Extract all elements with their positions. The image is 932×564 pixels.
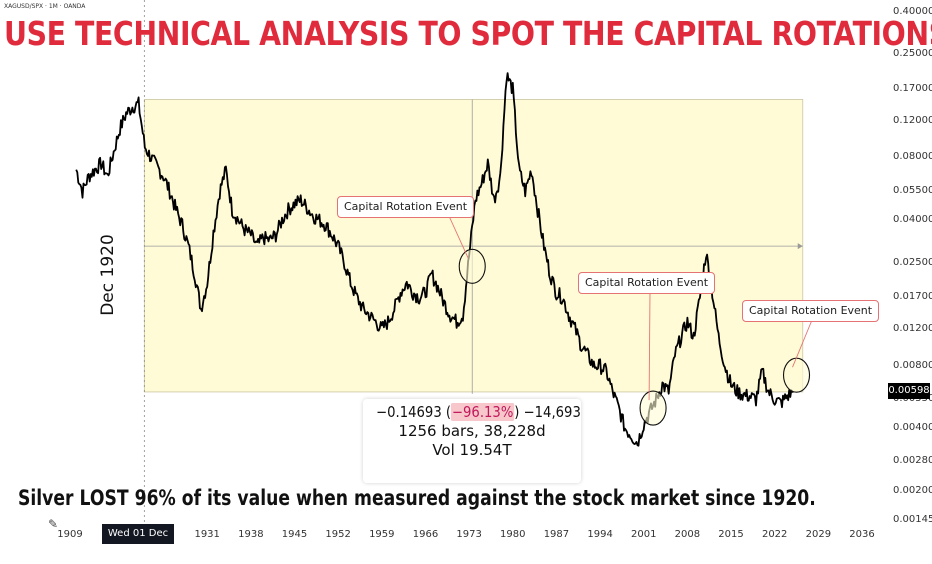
crosshair-arrow: [797, 243, 803, 250]
x-tick-label: 1938: [238, 529, 264, 540]
x-tick-label: 2022: [761, 529, 788, 540]
y-tick-label: 0.02500: [893, 256, 932, 268]
event-circle: [639, 390, 667, 426]
measure-bars: 1256 bars, 38,228d: [398, 422, 546, 440]
x-tick-label: 1966: [412, 529, 439, 540]
x-tick-label: 1987: [543, 529, 570, 540]
y-tick-label: 0.01200: [893, 322, 932, 334]
headline: USE TECHNICAL ANALYSIS TO SPOT THE CAPIT…: [4, 14, 932, 53]
cursor-date-label: Wed 01 Dec '20: [102, 524, 174, 559]
callout-leader: [792, 319, 813, 368]
callout-rotation-event-2002[interactable]: Capital Rotation Event: [578, 272, 716, 294]
callout-rotation-event-2025[interactable]: Capital Rotation Event: [742, 300, 880, 322]
x-tick-label: 1973: [456, 529, 482, 540]
y-tick-label: 0.08000: [893, 151, 932, 163]
symbol-label: XAGUSD/SPX · 1M · OANDA: [4, 3, 86, 10]
y-tick-label: 0.00400: [893, 422, 932, 434]
x-tick-label: 1959: [369, 529, 395, 540]
callout-rotation-event-1973[interactable]: Capital Rotation Event: [337, 196, 475, 218]
y-tick-label: 0.01700: [893, 291, 932, 303]
x-tick-label: 1945: [281, 529, 308, 540]
measure-change: −0.14693: [376, 403, 442, 421]
x-tick-label: 1909: [57, 529, 83, 540]
current-price-tag: 0.00598: [888, 383, 930, 399]
event-circle: [782, 357, 811, 393]
x-tick-label: 1931: [194, 529, 220, 540]
caption: Silver LOST 96% of its value when measur…: [18, 486, 816, 511]
y-tick-label: 0.12000: [893, 114, 932, 126]
y-tick-label: 0.00145: [893, 514, 932, 525]
pen-icon[interactable]: ✎: [48, 517, 59, 531]
x-tick-label: 2008: [674, 529, 701, 540]
y-tick-label: 0.40000: [893, 6, 932, 17]
callout-leader: [448, 215, 469, 259]
y-tick-label: 0.00200: [893, 484, 932, 496]
measure-start-label: Dec 1920: [98, 234, 118, 316]
y-tick-label: 0.00280: [893, 454, 932, 466]
chart-canvas: [75, 0, 813, 522]
measure-volume: Vol 19.54T: [432, 441, 512, 459]
y-tick-label: 0.05500: [893, 185, 932, 197]
measure-percent: −96.13%: [451, 403, 515, 421]
x-tick-label: 1994: [587, 529, 613, 540]
measure-tooltip: −0.14693 (−96.13%) −14,693 1256 bars, 38…: [363, 399, 581, 483]
x-tick-label: 2029: [805, 529, 832, 540]
measure-change-line: −0.14693 (−96.13%) −14,693: [376, 403, 581, 421]
rotation-event-circles: [458, 248, 811, 426]
x-tick-label: 2015: [718, 529, 744, 540]
y-tick-label: 0.00800: [893, 359, 932, 371]
x-tick-label: 1952: [325, 529, 351, 540]
x-tick-label: 2036: [849, 529, 875, 540]
measure-range-shading: [143, 99, 804, 393]
y-tick-label: 0.04000: [893, 214, 932, 226]
callout-leader: [648, 291, 651, 401]
crosshair: [144, 99, 803, 394]
callout-leader-lines: [448, 215, 813, 401]
y-tick-label: 0.25000: [893, 48, 932, 60]
price-series-line: [75, 72, 794, 447]
measure-ticks: −14,693: [523, 403, 581, 421]
x-tick-label: 2001: [630, 529, 657, 540]
event-circle: [458, 248, 486, 284]
x-tick-label: 1980: [500, 529, 526, 540]
y-tick-label: 0.17000: [893, 83, 932, 95]
